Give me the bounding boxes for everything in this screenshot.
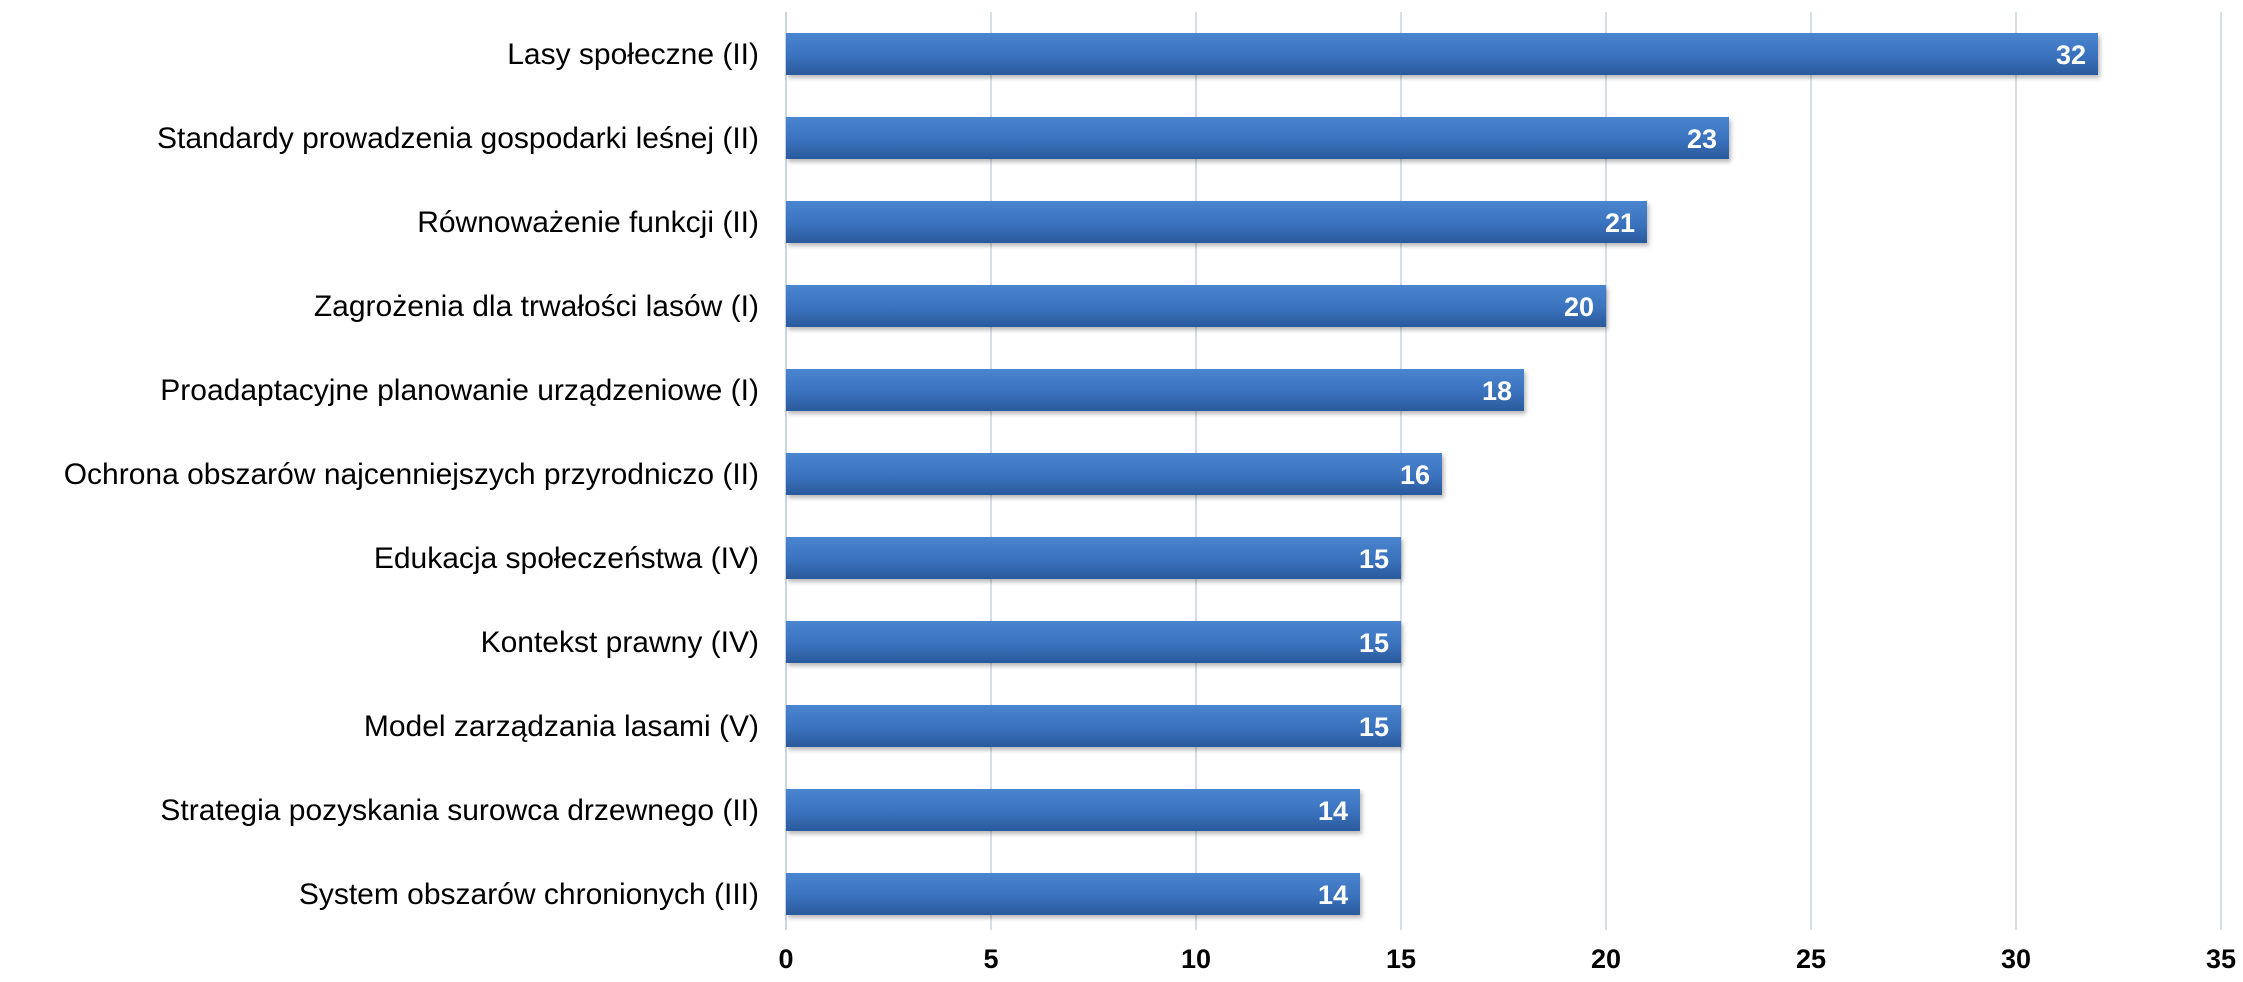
x-tick-label: 35 — [2206, 944, 2236, 974]
bar-value-label: 20 — [1564, 292, 1594, 322]
bar-value-label: 18 — [1482, 376, 1512, 406]
category-labels: Lasy społeczne (II) Standardy prowadzenia… — [64, 38, 759, 911]
category-label: Równoważenie funkcji (II) — [417, 206, 759, 239]
bar-value-label: 16 — [1400, 460, 1430, 490]
bar-value-label: 21 — [1605, 208, 1635, 238]
bar — [786, 201, 1647, 243]
bar — [786, 537, 1401, 579]
x-tick-label: 25 — [1796, 944, 1826, 974]
bar — [786, 369, 1524, 411]
category-label: Zagrożenia dla trwałości lasów (I) — [314, 290, 759, 323]
x-tick-label: 15 — [1386, 944, 1416, 974]
category-label: Standardy prowadzenia gospodarki leśnej … — [157, 122, 759, 155]
bar-value-label: 32 — [2056, 40, 2086, 70]
category-label: System obszarów chronionych (III) — [299, 878, 759, 911]
bar-value-label: 15 — [1359, 712, 1389, 742]
x-tick-label: 20 — [1591, 944, 1621, 974]
bar — [786, 285, 1606, 327]
bar-value-label: 15 — [1359, 628, 1389, 658]
x-tick-label: 0 — [778, 944, 793, 974]
category-label: Proadaptacyjne planowanie urządzeniowe (… — [160, 374, 759, 407]
bar-value-label: 14 — [1318, 880, 1348, 910]
bar — [786, 705, 1401, 747]
bar-value-label: 15 — [1359, 544, 1389, 574]
bar — [786, 873, 1360, 915]
category-label: Lasy społeczne (II) — [507, 38, 759, 71]
bar — [786, 117, 1729, 159]
category-label: Strategia pozyskania surowca drzewnego (… — [160, 794, 759, 827]
bar — [786, 621, 1401, 663]
bars: 32 23 21 20 18 16 15 15 15 14 14 — [786, 33, 2098, 915]
bar-value-label: 23 — [1687, 124, 1717, 154]
bar — [786, 33, 2098, 75]
category-label: Kontekst prawny (IV) — [481, 626, 759, 659]
bar — [786, 453, 1442, 495]
category-label: Model zarządzania lasami (V) — [364, 710, 759, 743]
x-axis-ticks: 0 5 10 15 20 25 30 35 — [778, 944, 2236, 974]
x-tick-label: 10 — [1181, 944, 1211, 974]
bar — [786, 789, 1360, 831]
bar-value-label: 14 — [1318, 796, 1348, 826]
x-tick-label: 30 — [2001, 944, 2031, 974]
category-label: Ochrona obszarów najcenniejszych przyrod… — [64, 458, 759, 491]
category-label: Edukacja społeczeństwa (IV) — [374, 542, 759, 575]
x-tick-label: 5 — [983, 944, 998, 974]
